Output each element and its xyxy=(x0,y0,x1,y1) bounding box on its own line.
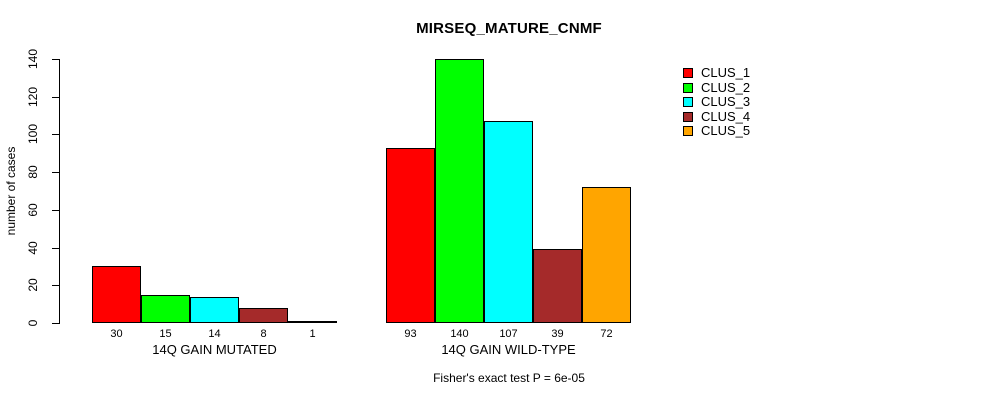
legend-item-clus_2: CLUS_2 xyxy=(683,81,750,95)
y-axis-tick xyxy=(52,285,59,286)
legend-item-clus_5: CLUS_5 xyxy=(683,124,750,138)
bar-value-label: 30 xyxy=(110,328,123,340)
y-axis-tick xyxy=(52,210,59,211)
bar-clus_5 xyxy=(288,321,337,323)
legend-swatch-icon xyxy=(683,68,693,78)
bar-value-label: 14 xyxy=(208,328,221,340)
legend-swatch-icon xyxy=(683,112,693,122)
bar-value-label: 140 xyxy=(450,328,469,340)
y-axis-tick-label: 120 xyxy=(26,86,40,108)
bar-value-label: 72 xyxy=(600,328,613,340)
y-axis-tick-label: 140 xyxy=(26,48,40,70)
legend-swatch-icon xyxy=(683,83,693,93)
y-axis-tick-label: 60 xyxy=(26,203,40,217)
bar-clus_4 xyxy=(239,308,288,323)
bar-value-label: 107 xyxy=(499,328,518,340)
y-axis-tick xyxy=(52,323,59,324)
y-axis-title: number of cases xyxy=(4,146,18,236)
legend-item-clus_4: CLUS_4 xyxy=(683,110,750,124)
y-axis-tick xyxy=(52,248,59,249)
x-group-label-wild-type: 14Q GAIN WILD-TYPE xyxy=(441,342,576,357)
legend-label: CLUS_5 xyxy=(701,123,751,138)
bar-value-label: 8 xyxy=(260,328,267,340)
y-axis-tick xyxy=(52,97,59,98)
bar-clus_5 xyxy=(582,187,631,323)
y-axis-tick-label: 100 xyxy=(26,123,40,145)
legend-label: CLUS_3 xyxy=(701,94,751,109)
bar-value-label: 15 xyxy=(159,328,172,340)
legend-swatch-icon xyxy=(683,97,693,107)
legend-label: CLUS_4 xyxy=(701,109,751,124)
bar-clus_3 xyxy=(484,121,533,323)
bar-clus_1 xyxy=(92,266,141,323)
legend-item-clus_3: CLUS_3 xyxy=(683,95,750,109)
x-group-label-mutated: 14Q GAIN MUTATED xyxy=(152,342,277,357)
y-axis-tick-label: 80 xyxy=(26,165,40,179)
bar-clus_4 xyxy=(533,249,582,323)
legend-swatch-icon xyxy=(683,126,693,136)
bar-clus_3 xyxy=(190,297,239,323)
y-axis-tick-label: 0 xyxy=(26,319,40,327)
stat-test-annotation: Fisher's exact test P = 6e-05 xyxy=(433,371,585,385)
chart-title: MIRSEQ_MATURE_CNMF xyxy=(416,20,602,37)
legend-label: CLUS_2 xyxy=(701,80,751,95)
y-axis-tick-label: 20 xyxy=(26,278,40,292)
y-axis-tick xyxy=(52,134,59,135)
y-axis-tick-label: 40 xyxy=(26,241,40,255)
bar-clus_2 xyxy=(141,295,190,323)
bar-value-label: 1 xyxy=(309,328,316,340)
bar-clus_2 xyxy=(435,59,484,323)
bar-value-label: 93 xyxy=(404,328,417,340)
bar-value-label: 39 xyxy=(551,328,564,340)
y-axis-tick xyxy=(52,59,59,60)
legend-label: CLUS_1 xyxy=(701,65,751,80)
legend-item-clus_1: CLUS_1 xyxy=(683,66,750,80)
y-axis-tick xyxy=(52,172,59,173)
y-axis-line xyxy=(59,59,60,324)
bar-clus_1 xyxy=(386,148,435,323)
